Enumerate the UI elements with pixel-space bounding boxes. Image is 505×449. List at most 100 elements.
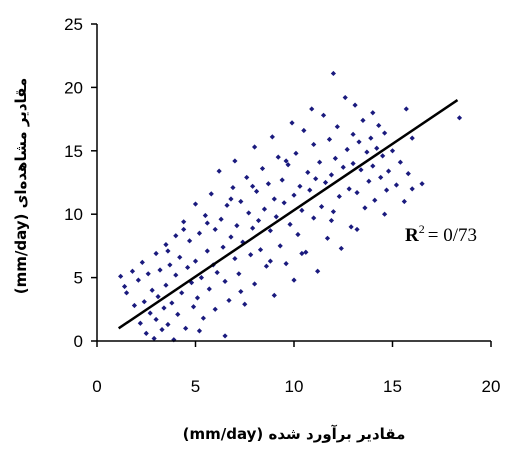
- data-point: [137, 320, 143, 326]
- data-point: [389, 148, 396, 154]
- data-point: [273, 214, 279, 220]
- data-point: [330, 209, 336, 215]
- data-point: [301, 127, 307, 134]
- data-point: [419, 181, 425, 187]
- data-point: [328, 172, 335, 178]
- data-point: [277, 243, 283, 249]
- x-tick-label: 20: [482, 377, 501, 396]
- data-point: [228, 234, 234, 240]
- data-point: [216, 168, 222, 174]
- data-point: [238, 288, 244, 295]
- data-point: [350, 160, 356, 167]
- data-point: [271, 196, 277, 202]
- data-point: [305, 169, 311, 175]
- data-point: [366, 178, 372, 184]
- data-point: [135, 277, 141, 283]
- data-point: [336, 193, 342, 200]
- data-point: [165, 321, 171, 328]
- data-point: [287, 221, 293, 227]
- data-point: [368, 135, 374, 141]
- data-point: [311, 215, 317, 221]
- data-point: [376, 122, 382, 129]
- data-point: [317, 159, 323, 165]
- data-point: [263, 263, 270, 269]
- data-point: [259, 165, 266, 172]
- data-point: [275, 154, 281, 160]
- data-point: [131, 302, 138, 309]
- data-point: [324, 235, 331, 241]
- data-point: [242, 301, 248, 307]
- data-point: [383, 187, 390, 193]
- data-point: [208, 191, 214, 197]
- r-squared-value: = 0/73: [428, 225, 477, 246]
- x-axis: 0 5 10 15 20: [92, 340, 501, 396]
- data-point: [192, 201, 199, 207]
- data-point: [372, 197, 378, 203]
- data-point: [196, 230, 203, 236]
- data-point: [313, 176, 319, 182]
- data-point: [141, 299, 147, 305]
- data-point: [165, 248, 171, 254]
- data-point: [206, 286, 212, 292]
- data-point: [330, 70, 336, 77]
- plot-area: [117, 70, 463, 343]
- data-point: [118, 273, 124, 279]
- data-point: [155, 294, 161, 300]
- data-point: [204, 248, 210, 254]
- y-tick-label: 5: [74, 269, 83, 288]
- trendline: [117, 99, 459, 330]
- data-point: [267, 258, 273, 264]
- data-point: [382, 130, 388, 136]
- data-point: [409, 135, 415, 141]
- y-tick-label: 20: [64, 78, 83, 97]
- x-tick-label: 5: [191, 377, 200, 396]
- data-point: [159, 326, 165, 333]
- r-squared-prefix: R: [405, 225, 419, 246]
- data-point: [139, 259, 145, 265]
- data-point: [354, 226, 360, 233]
- y-axis-title: مقادیر مشاهده‌ای (mm/day): [12, 78, 30, 294]
- data-point: [204, 220, 210, 226]
- data-point: [358, 167, 364, 173]
- data-point: [265, 181, 271, 187]
- data-point: [374, 145, 380, 151]
- data-point: [356, 139, 362, 145]
- data-point: [334, 124, 340, 130]
- data-point: [342, 94, 348, 101]
- data-point: [246, 210, 252, 216]
- data-point: [346, 186, 352, 192]
- data-point: [253, 188, 260, 194]
- data-point: [255, 217, 262, 224]
- x-tick-label: 0: [92, 377, 101, 396]
- data-point: [378, 174, 384, 181]
- data-point: [161, 305, 167, 311]
- x-tick-label: 15: [383, 377, 402, 396]
- y-axis: 0 5 10 15 20 25: [64, 15, 98, 351]
- data-point: [230, 184, 236, 191]
- data-point: [177, 254, 183, 260]
- data-point: [309, 106, 315, 112]
- data-point: [307, 187, 313, 193]
- data-point: [303, 249, 309, 255]
- data-point: [283, 158, 289, 164]
- data-point: [212, 306, 218, 312]
- data-point: [291, 192, 297, 198]
- data-point: [364, 149, 370, 155]
- data-point: [350, 131, 356, 137]
- data-point: [232, 255, 238, 262]
- data-point: [226, 297, 232, 304]
- data-point: [153, 250, 159, 257]
- y-tick-label: 25: [64, 15, 83, 34]
- data-point: [183, 325, 189, 331]
- data-point: [252, 144, 258, 150]
- data-point: [220, 244, 226, 250]
- data-point: [295, 231, 301, 238]
- data-point: [403, 106, 409, 112]
- data-point: [318, 203, 325, 210]
- data-point: [198, 275, 205, 281]
- data-point: [326, 136, 333, 142]
- y-tick-label: 15: [64, 142, 83, 161]
- data-point: [257, 247, 264, 253]
- data-point: [179, 290, 185, 296]
